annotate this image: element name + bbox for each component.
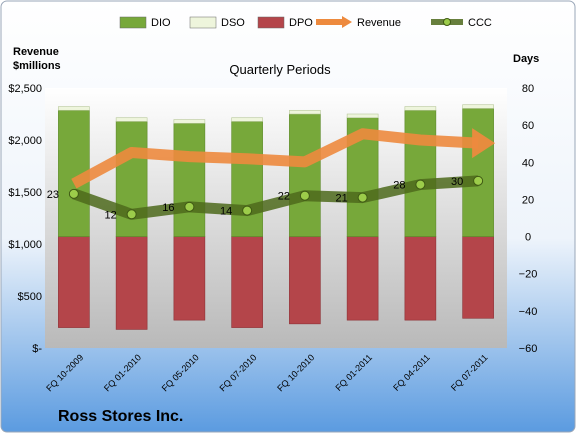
lines-layer: 23 12 16 14 22 21 28 30 (47, 128, 496, 221)
right-tick-label: 0 (525, 232, 531, 244)
left-tick-label: $1,000 (8, 239, 42, 251)
legend-swatch-dpo (257, 16, 285, 29)
bar-dpo (404, 236, 437, 321)
ccc-point (184, 201, 195, 212)
bar-dpo (115, 236, 148, 330)
bar-dio (231, 121, 263, 237)
bar-dpo (58, 236, 90, 328)
revenue-arrowhead (472, 128, 496, 159)
right-tick-label: 40 (522, 157, 534, 169)
chart-title: Quarterly Periods (229, 62, 331, 77)
bar-dio (289, 113, 321, 237)
right-tick-label: 60 (522, 120, 534, 132)
legend-marker-ccc (443, 18, 451, 26)
ccc-point (242, 205, 253, 216)
bar-dso (58, 106, 90, 111)
bar-dso (173, 119, 206, 124)
company-name: Ross Stores Inc. (58, 408, 183, 425)
bar-dpo (289, 236, 321, 325)
left-axis-label-line1: Revenue (13, 46, 59, 58)
ccc-line (72, 175, 479, 220)
bar-dpo (346, 236, 379, 321)
bar-dio (404, 109, 437, 237)
ccc-point (68, 188, 79, 199)
bar-dso (404, 106, 437, 111)
bar-dpo (231, 236, 263, 328)
ccc-data-label: 22 (278, 191, 290, 203)
ccc-data-label: 30 (451, 176, 463, 188)
left-tick-label: $2,000 (8, 135, 42, 147)
left-tick-label: $1,500 (8, 187, 42, 199)
ccc-data-label: 14 (220, 206, 232, 218)
ccc-data-label: 16 (162, 202, 174, 214)
legend-label-dso: DSO (221, 17, 245, 29)
bar-dso (289, 109, 321, 115)
right-tick-label: −40 (519, 306, 538, 318)
legend-label-revenue: Revenue (357, 17, 401, 29)
ccc-point (473, 175, 484, 186)
ccc-point (357, 192, 368, 203)
legend-label-dpo: DPO (289, 17, 313, 29)
bar-dpo (462, 236, 494, 319)
ccc-data-label: 28 (393, 180, 405, 192)
ccc-data-label: 12 (105, 209, 117, 221)
left-tick-label: $- (32, 343, 42, 355)
ccc-point (299, 190, 310, 201)
legend-label-dio: DIO (151, 17, 171, 29)
ccc-data-label: 23 (47, 189, 59, 201)
ccc-data-label: 21 (336, 193, 348, 205)
legend-label-ccc: CCC (468, 17, 492, 29)
bar-dso (231, 117, 263, 122)
bar-dio (462, 108, 494, 237)
legend-swatch-dio (119, 16, 147, 29)
right-axis-label: Days (513, 53, 539, 65)
bar-dso (115, 117, 148, 122)
right-tick-label: 80 (522, 83, 534, 95)
revenue-line (71, 128, 479, 189)
ccc-point (415, 179, 426, 190)
bars-layer (58, 104, 494, 330)
left-axis-label-line2: $millions (13, 60, 61, 72)
left-tick-label: $500 (18, 291, 42, 303)
bar-dio (173, 122, 206, 237)
legend-arrowhead-revenue (342, 16, 352, 28)
ccc-point (126, 209, 137, 220)
right-tick-label: −60 (519, 343, 538, 355)
legend: DIO DSO DPO Revenue CCC (119, 16, 492, 29)
bar-dso (346, 113, 379, 119)
right-tick-label: 20 (522, 194, 534, 206)
bar-dso (462, 104, 494, 109)
right-tick-label: −20 (519, 269, 538, 281)
legend-swatch-dso (189, 16, 217, 29)
bar-dpo (173, 236, 206, 321)
left-tick-label: $2,500 (8, 83, 42, 95)
